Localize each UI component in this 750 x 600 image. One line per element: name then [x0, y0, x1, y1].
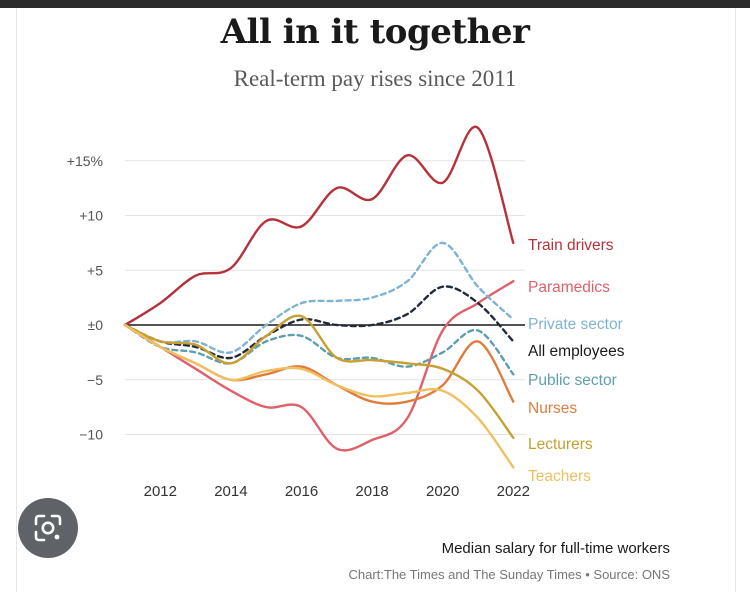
- series-label-public-sector: Public sector: [528, 372, 617, 389]
- x-tick-label: 2020: [426, 483, 459, 500]
- series-line-all-employees: [123, 285, 515, 360]
- series-line-teachers: [123, 323, 515, 469]
- series-line-private-sector: [123, 241, 515, 354]
- y-tick-label: −10: [79, 427, 103, 443]
- y-tick-label: +5: [87, 262, 103, 278]
- lens-search-icon: [34, 514, 62, 542]
- series-label-nurses: Nurses: [528, 400, 577, 417]
- top-bar: [0, 0, 750, 8]
- chart-subtitle: Real-term pay rises since 2011: [233, 66, 517, 91]
- x-tick-label: 2012: [144, 483, 177, 500]
- grid-layer: [125, 160, 525, 435]
- chart-title: All in it together: [220, 12, 530, 52]
- series-line-public-sector: [123, 323, 515, 376]
- y-tick-label: −5: [87, 372, 103, 388]
- x-tick-label: 2016: [285, 483, 318, 500]
- x-tick-label: 2022: [497, 483, 530, 500]
- lens-search-button[interactable]: [18, 498, 78, 558]
- series-label-all-employees: All employees: [528, 343, 625, 360]
- y-tick-label: +15%: [67, 153, 103, 169]
- x-tick-label: 2018: [355, 483, 388, 500]
- card-frame: [16, 8, 736, 592]
- x-tick-labels: 2012 2014 2016 2018 2020 2022: [144, 483, 530, 500]
- series-lines: [123, 125, 515, 469]
- series-label-paramedics: Paramedics: [528, 279, 610, 296]
- footer-note: Median salary for full-time workers: [441, 540, 670, 557]
- series-label-train-drivers: Train drivers: [528, 237, 614, 254]
- footer-credit: Chart:The Times and The Sunday Times • S…: [348, 567, 670, 582]
- series-line-lecturers: [123, 314, 515, 439]
- series-line-paramedics: [123, 280, 515, 452]
- x-tick-label: 2014: [214, 483, 247, 500]
- series-labels: Train drivers Paramedics Private sector All…: [528, 237, 625, 485]
- y-tick-label: ±0: [88, 317, 104, 333]
- series-label-private-sector: Private sector: [528, 316, 623, 333]
- y-tick-labels: +15% +10 +5 ±0 −5 −10: [67, 153, 103, 443]
- series-line-train-drivers: [123, 125, 515, 327]
- series-label-lecturers: Lecturers: [528, 436, 593, 453]
- y-tick-label: +10: [79, 208, 103, 224]
- series-label-teachers: Teachers: [528, 468, 591, 485]
